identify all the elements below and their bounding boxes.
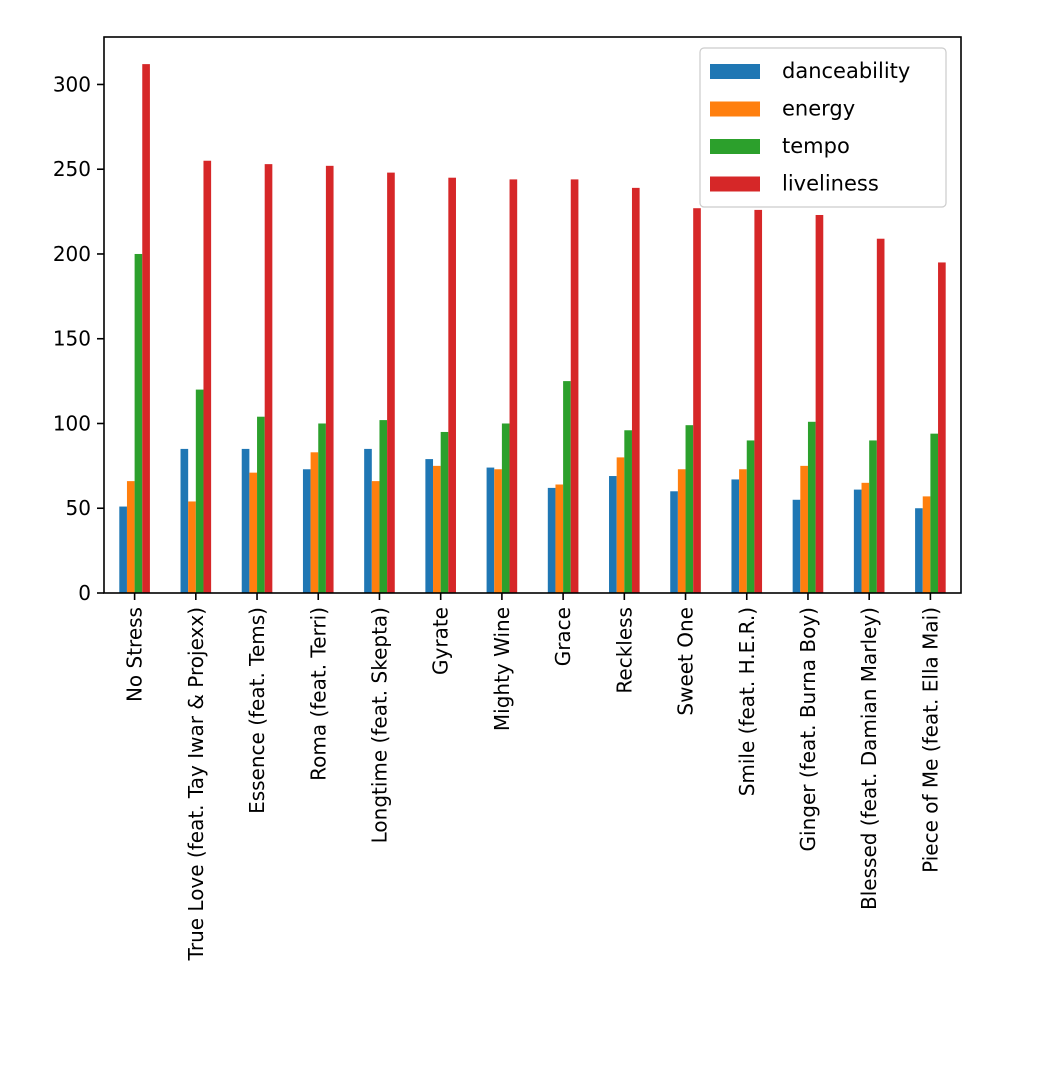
bar-tempo-13 bbox=[930, 433, 939, 593]
bar-tempo-2 bbox=[257, 416, 265, 593]
legend-box bbox=[699, 47, 947, 208]
bar-liveliness-13 bbox=[938, 262, 946, 593]
bar-liveliness-0 bbox=[142, 64, 150, 594]
y-tick-label: 300 bbox=[53, 72, 91, 96]
x-tick-label: Essence (feat. Tems) bbox=[245, 607, 269, 814]
legend-label-energy: energy bbox=[782, 97, 855, 121]
x-tick-label: Mighty Wine bbox=[490, 607, 514, 731]
legend-label-danceability: danceability bbox=[782, 59, 910, 83]
bar-tempo-3 bbox=[318, 423, 326, 593]
bar-energy-9 bbox=[677, 469, 686, 593]
bar-energy-6 bbox=[494, 469, 502, 593]
bar-liveliness-9 bbox=[693, 208, 701, 593]
bar-liveliness-12 bbox=[876, 238, 885, 593]
bar-energy-8 bbox=[616, 457, 625, 593]
bar-liveliness-10 bbox=[754, 209, 763, 593]
bar-liveliness-8 bbox=[631, 187, 640, 593]
bars-layer bbox=[119, 64, 946, 594]
x-tick-label: No Stress bbox=[123, 607, 147, 702]
y-tick-label: 150 bbox=[53, 327, 91, 351]
bar-danceability-4 bbox=[364, 448, 372, 593]
x-tick-label: Smile (feat. H.E.R.) bbox=[735, 607, 759, 796]
bar-danceability-9 bbox=[670, 491, 678, 593]
bar-energy-2 bbox=[249, 472, 258, 593]
bar-energy-4 bbox=[371, 481, 380, 593]
bar-tempo-0 bbox=[134, 253, 143, 594]
x-tick-label: Roma (feat. Terri) bbox=[306, 607, 330, 781]
bar-liveliness-2 bbox=[264, 164, 273, 593]
bar-energy-10 bbox=[739, 469, 747, 593]
bar-energy-3 bbox=[310, 452, 319, 593]
x-axis: No Stress True Love (feat. Tay Iwar & Pro… bbox=[123, 593, 942, 961]
legend-swatch-liveliness bbox=[710, 176, 760, 192]
bar-danceability-1 bbox=[180, 448, 189, 593]
bar-tempo-6 bbox=[501, 423, 510, 593]
y-tick-label: 0 bbox=[78, 581, 91, 605]
bar-danceability-0 bbox=[119, 506, 127, 593]
x-tick-label: True Love (feat. Tay Iwar & Projexx) bbox=[184, 607, 208, 961]
bar-danceability-3 bbox=[302, 469, 311, 593]
bar-danceability-13 bbox=[915, 508, 923, 593]
bar-danceability-5 bbox=[425, 459, 434, 593]
bar-energy-12 bbox=[861, 482, 870, 593]
x-tick-label: Reckless bbox=[612, 607, 636, 694]
bar-danceability-11 bbox=[792, 499, 801, 593]
bar-danceability-12 bbox=[853, 489, 862, 593]
x-tick-label: Piece of Me (feat. Ella Mai) bbox=[918, 607, 942, 873]
bar-liveliness-3 bbox=[325, 165, 334, 593]
bar-tempo-5 bbox=[440, 431, 449, 593]
x-tick-label: Longtime (feat. Skepta) bbox=[367, 607, 391, 843]
y-tick-label: 100 bbox=[53, 411, 91, 435]
bar-energy-5 bbox=[433, 465, 441, 593]
legend-label-liveliness: liveliness bbox=[782, 172, 879, 196]
bar-energy-13 bbox=[922, 496, 931, 593]
bar-liveliness-4 bbox=[387, 172, 395, 594]
bar-danceability-2 bbox=[241, 448, 250, 593]
y-axis: 0 50 100 150 200 250 300 bbox=[53, 72, 104, 605]
bar-liveliness-1 bbox=[203, 160, 212, 594]
plot-frame bbox=[103, 36, 962, 594]
legend: danceability energy tempo liveliness bbox=[699, 47, 947, 208]
bar-tempo-1 bbox=[195, 389, 204, 593]
legend-swatch-tempo bbox=[710, 139, 760, 154]
bar-danceability-8 bbox=[609, 476, 617, 593]
legend-label-tempo: tempo bbox=[782, 134, 850, 158]
bar-tempo-9 bbox=[685, 425, 694, 593]
bar-tempo-12 bbox=[869, 440, 877, 593]
bar-liveliness-5 bbox=[448, 177, 456, 593]
bar-danceability-6 bbox=[486, 467, 495, 593]
x-tick-label: Ginger (feat. Burna Boy) bbox=[796, 607, 820, 851]
bar-danceability-10 bbox=[731, 479, 740, 593]
bar-tempo-11 bbox=[807, 421, 816, 593]
bar-energy-11 bbox=[800, 465, 808, 593]
x-tick-label: Sweet One bbox=[674, 607, 698, 716]
bar-liveliness-7 bbox=[570, 179, 579, 593]
bar-liveliness-11 bbox=[815, 214, 824, 594]
bar-tempo-7 bbox=[563, 381, 571, 593]
legend-swatch-energy bbox=[710, 101, 760, 117]
bar-energy-1 bbox=[188, 501, 196, 593]
bar-danceability-7 bbox=[547, 487, 556, 593]
y-tick-label: 200 bbox=[53, 242, 91, 266]
bar-tempo-10 bbox=[746, 440, 755, 593]
x-tick-label: Blessed (feat. Damian Marley) bbox=[857, 607, 881, 910]
bar-liveliness-6 bbox=[509, 179, 518, 593]
x-tick-label: Grace bbox=[551, 607, 575, 666]
legend-swatch-danceability bbox=[710, 64, 760, 79]
y-tick-label: 50 bbox=[66, 496, 91, 520]
bar-tempo-8 bbox=[624, 430, 632, 593]
x-tick-label: Gyrate bbox=[429, 607, 453, 675]
bar-tempo-4 bbox=[379, 420, 388, 593]
bar-energy-7 bbox=[555, 484, 564, 593]
y-tick-label: 250 bbox=[53, 157, 91, 181]
bar-energy-0 bbox=[126, 481, 135, 593]
